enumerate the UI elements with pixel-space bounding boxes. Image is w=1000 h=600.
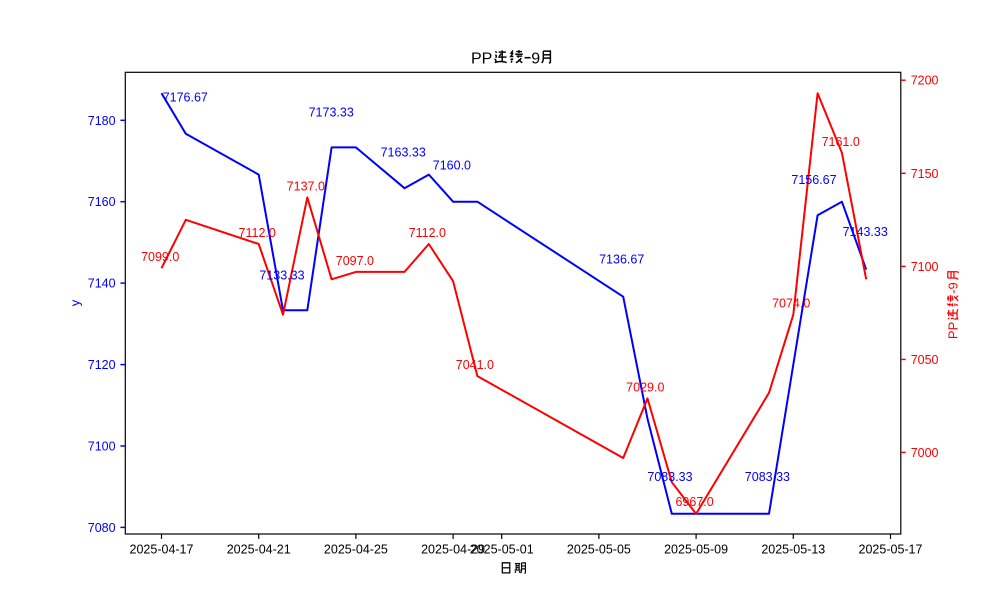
svg-text:2025-05-01: 2025-05-01 <box>470 542 534 556</box>
svg-text:-9: -9 <box>946 282 961 294</box>
svg-text:9: 9 <box>531 50 540 67</box>
svg-text:7200: 7200 <box>911 74 939 88</box>
svg-text:7173.33: 7173.33 <box>309 106 354 120</box>
svg-text:2025-05-09: 2025-05-09 <box>664 542 728 556</box>
svg-text:y: y <box>67 299 82 306</box>
svg-text:2025-04-21: 2025-04-21 <box>227 542 291 556</box>
svg-text:PP: PP <box>471 50 492 67</box>
svg-text:2025-04-25: 2025-04-25 <box>324 542 388 556</box>
svg-text:7112.0: 7112.0 <box>409 226 446 240</box>
svg-text:7143.33: 7143.33 <box>843 225 888 239</box>
svg-text:7050: 7050 <box>911 353 939 367</box>
svg-text:7156.67: 7156.67 <box>791 173 836 187</box>
svg-text:7120: 7120 <box>88 358 116 372</box>
svg-text:2025-05-05: 2025-05-05 <box>567 542 631 556</box>
svg-text:7083.33: 7083.33 <box>745 470 790 484</box>
svg-text:7099.0: 7099.0 <box>141 250 179 264</box>
svg-text:2025-05-17: 2025-05-17 <box>859 542 923 556</box>
svg-text:7136.67: 7136.67 <box>599 252 644 266</box>
svg-text:7083.33: 7083.33 <box>647 470 692 484</box>
svg-text:7097.0: 7097.0 <box>336 254 374 268</box>
svg-text:7137.0: 7137.0 <box>287 179 325 193</box>
svg-text:7074.0: 7074.0 <box>772 297 810 311</box>
svg-text:7100: 7100 <box>911 260 939 274</box>
svg-text:7080: 7080 <box>88 521 116 535</box>
svg-text:7161.0: 7161.0 <box>822 135 860 149</box>
svg-text:PP: PP <box>946 322 961 339</box>
svg-text:7160.0: 7160.0 <box>433 158 471 172</box>
svg-text:2025-05-13: 2025-05-13 <box>761 542 825 556</box>
svg-text:7112.0: 7112.0 <box>239 226 276 240</box>
svg-text:2025-04-29: 2025-04-29 <box>421 542 485 556</box>
svg-text:7100: 7100 <box>88 440 116 454</box>
svg-text:7041.0: 7041.0 <box>456 358 494 372</box>
svg-text:7180: 7180 <box>88 114 116 128</box>
svg-text:7000: 7000 <box>911 446 939 460</box>
svg-text:7163.33: 7163.33 <box>381 146 426 160</box>
svg-text:7133.33: 7133.33 <box>259 268 304 282</box>
svg-text:7029.0: 7029.0 <box>626 380 664 394</box>
svg-text:6967.0: 6967.0 <box>675 495 713 509</box>
svg-text:7160: 7160 <box>88 195 116 209</box>
svg-text:7176.67: 7176.67 <box>163 90 208 104</box>
svg-text:2025-04-17: 2025-04-17 <box>130 542 194 556</box>
svg-text:7150: 7150 <box>911 167 939 181</box>
svg-text:7140: 7140 <box>88 277 116 291</box>
